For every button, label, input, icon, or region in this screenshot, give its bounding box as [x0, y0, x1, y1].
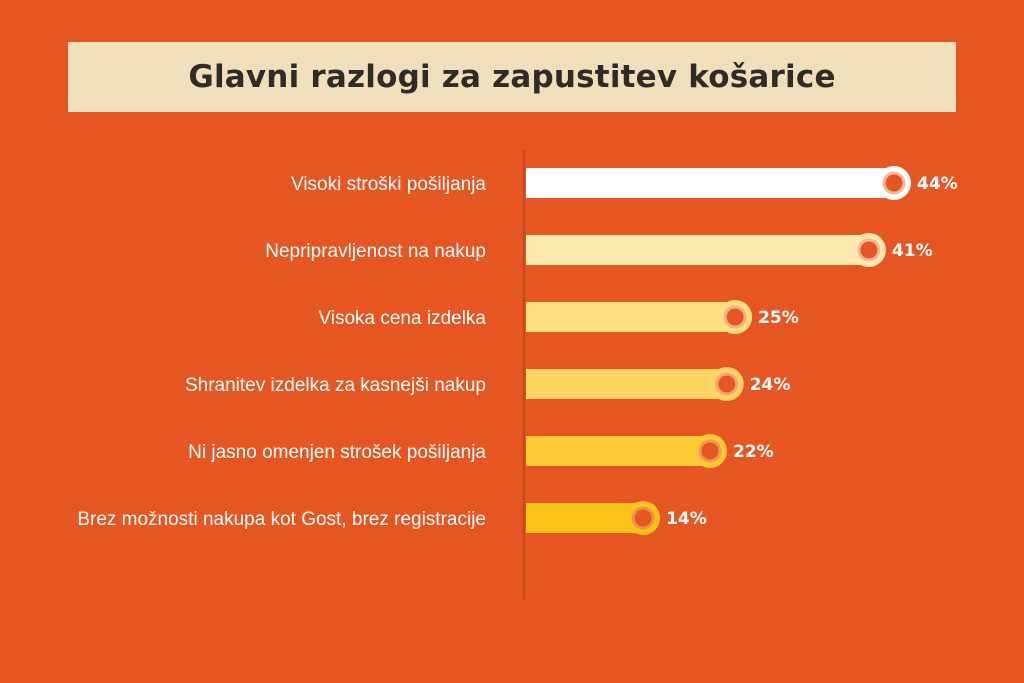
value-label: 24%	[750, 375, 791, 395]
category-label: Visoki stroški pošiljanja	[291, 174, 486, 195]
chart-title-box: Glavni razlogi za zapustitev košarice	[68, 42, 956, 112]
category-label: Nepripravljenost na nakup	[265, 241, 486, 262]
bar	[526, 436, 710, 466]
chart-title: Glavni razlogi za zapustitev košarice	[188, 59, 836, 95]
bar-group: Nepripravljenost na nakup 41%	[265, 233, 933, 267]
value-label: 25%	[758, 308, 799, 328]
bar-end-dot	[857, 238, 881, 262]
bar	[526, 302, 736, 332]
bar-group: Brez možnosti nakupa kot Gost, brez regi…	[77, 501, 707, 535]
bar	[526, 168, 894, 198]
bar-group: Visoka cena izdelka 25%	[318, 300, 799, 334]
category-label: Shranitev izdelka za kasnejši nakup	[185, 375, 486, 396]
bar-end-dot	[723, 305, 747, 329]
bar-group: Visoki stroški pošiljanja 44%	[291, 166, 958, 200]
value-label: 44%	[917, 174, 958, 194]
bar	[526, 235, 869, 265]
bar-group: Ni jasno omenjen strošek pošiljanja 22%	[188, 434, 774, 468]
bar	[526, 503, 644, 533]
category-label: Visoka cena izdelka	[318, 308, 486, 329]
value-label: 41%	[892, 241, 933, 261]
bar-end-dot	[631, 506, 655, 530]
bar-group: Shranitev izdelka za kasnejši nakup 24%	[185, 367, 790, 401]
value-label: 22%	[733, 442, 774, 462]
bar	[526, 369, 727, 399]
bar-end-dot	[715, 372, 739, 396]
value-label: 14%	[666, 509, 707, 529]
bar-end-dot	[882, 171, 906, 195]
bar-end-dot	[698, 439, 722, 463]
category-label: Ni jasno omenjen strošek pošiljanja	[188, 442, 486, 463]
category-label: Brez možnosti nakupa kot Gost, brez regi…	[77, 509, 486, 530]
